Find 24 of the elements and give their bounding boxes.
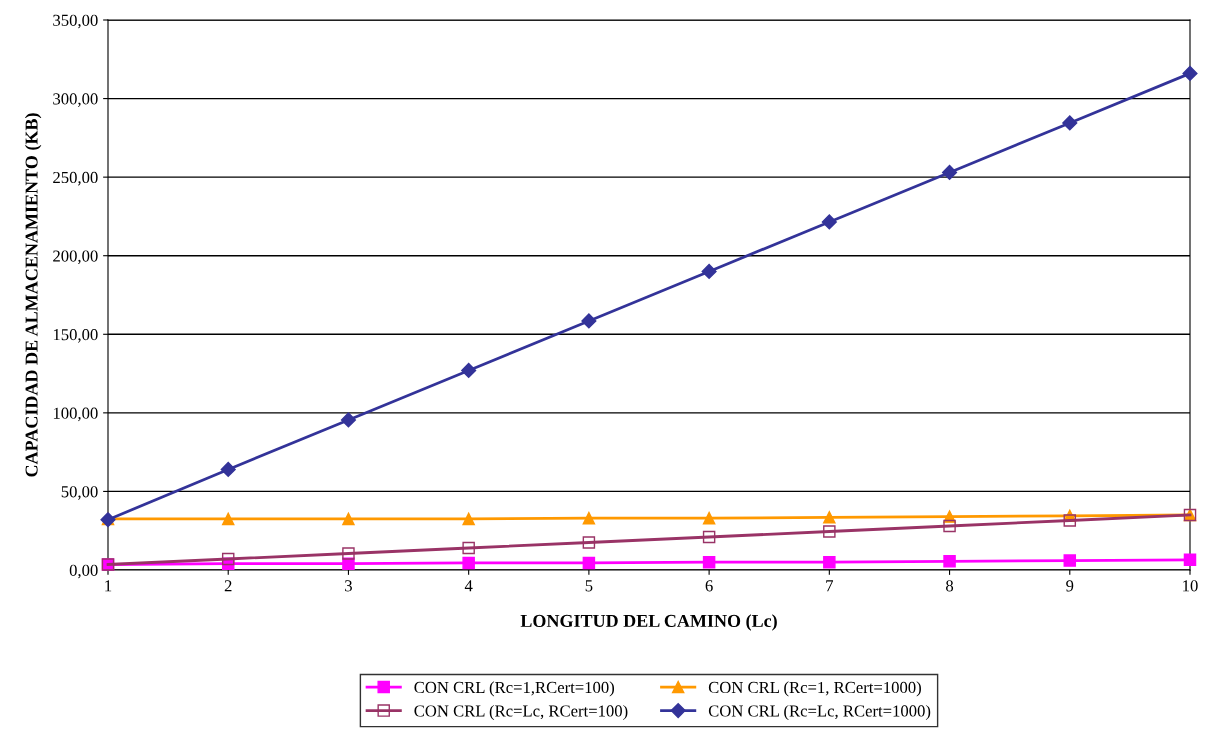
legend-label: CON CRL (Rc=1, RCert=1000) [708,681,921,697]
y-tick-label: 150,00 [53,328,98,343]
x-tick-label: 8 [946,580,954,592]
x-tick-label: 7 [826,580,834,592]
x-tick-label: 2 [224,580,232,592]
y-tick-label: 200,00 [53,250,98,265]
y-tick-label: 50,00 [61,486,98,500]
x-tick-label: 10 [1183,580,1198,592]
legend-label: CON CRL (Rc=1,RCert=100) [414,681,615,697]
x-tick-label: 9 [1066,580,1074,592]
legend-label: CON CRL (Rc=Lc, RCert=100) [414,704,628,720]
y-tick-label: 0,00 [69,564,98,579]
x-tick-label: 6 [705,580,713,592]
y-tick-label: 100,00 [53,407,98,422]
y-tick-label: 300,00 [53,93,98,107]
legend-label: CON CRL (Rc=Lc, RCert=1000) [708,704,931,720]
x-tick-label: 1 [105,580,112,592]
x-tick-label: 3 [345,580,352,592]
y-tick-label: 250,00 [53,171,98,186]
y-tick-label: 350,00 [53,14,98,29]
x-tick-label: 5 [585,580,593,592]
x-axis-title: LONGITUD DEL CAMINO (Lc) [520,614,777,631]
x-tick-label: 4 [464,580,473,592]
y-axis-title: CAPACIDAD DE ALMACENAMIENTO (KB) [24,113,42,477]
